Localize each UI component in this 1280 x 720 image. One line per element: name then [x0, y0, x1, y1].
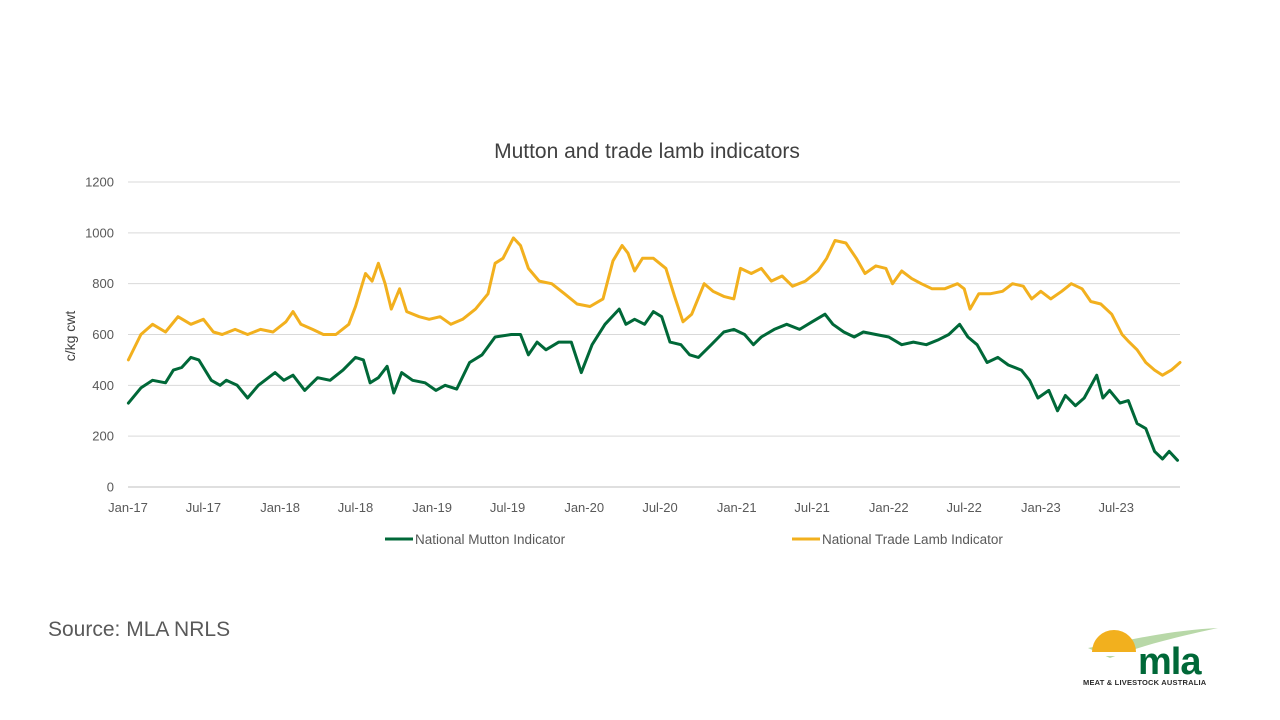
series-line-1 [126, 236, 1182, 377]
x-tick-label: Jan-22 [869, 500, 909, 515]
x-tick-label: Jan-18 [260, 500, 300, 515]
logo-wordmark: mla [1138, 641, 1202, 683]
x-tick-label: Jul-21 [794, 500, 829, 515]
y-tick-label: 200 [92, 429, 114, 444]
legend-label-0: National Mutton Indicator [415, 532, 566, 547]
y-axis-label: c/kg cwt [62, 311, 78, 362]
x-tick-label: Jul-17 [186, 500, 221, 515]
y-tick-label: 0 [107, 480, 114, 495]
x-tick-label: Jan-20 [564, 500, 604, 515]
source-note: Source: MLA NRLS [48, 618, 231, 641]
x-tick-label: Jan-21 [717, 500, 757, 515]
x-tick-label: Jul-20 [642, 500, 677, 515]
y-tick-label: 1000 [85, 225, 114, 240]
series-line-0 [126, 307, 1179, 462]
gridlines [128, 181, 1180, 488]
x-tick-label: Jul-19 [490, 500, 525, 515]
sun-mark [1092, 630, 1136, 652]
x-tick-label: Jan-23 [1021, 500, 1061, 515]
y-tick-label: 800 [92, 276, 114, 291]
mla-logo: mla [1088, 628, 1218, 683]
x-tick-label: Jul-18 [338, 500, 373, 515]
series-lines [126, 236, 1182, 462]
chart-title: Mutton and trade lamb indicators [494, 140, 800, 163]
y-tick-label: 600 [92, 327, 114, 342]
x-tick-label: Jul-22 [946, 500, 981, 515]
logo-tagline: MEAT & LIVESTOCK AUSTRALIA [1083, 678, 1207, 687]
y-tick-label: 1200 [85, 175, 114, 190]
x-tick-label: Jan-17 [108, 500, 148, 515]
y-tick-label: 400 [92, 378, 114, 393]
x-tick-labels: Jan-17 Jul-17 Jan-18 Jul-18 Jan-19 Jul-19 Jan-… [108, 500, 1134, 515]
x-tick-label: Jan-19 [412, 500, 452, 515]
y-tick-labels: 0 200 400 600 800 1000 1200 [85, 175, 114, 495]
legend-label-1: National Trade Lamb Indicator [822, 532, 1003, 547]
x-tick-label: Jul-23 [1099, 500, 1134, 515]
legend: National Mutton Indicator National Trade … [385, 532, 1003, 547]
